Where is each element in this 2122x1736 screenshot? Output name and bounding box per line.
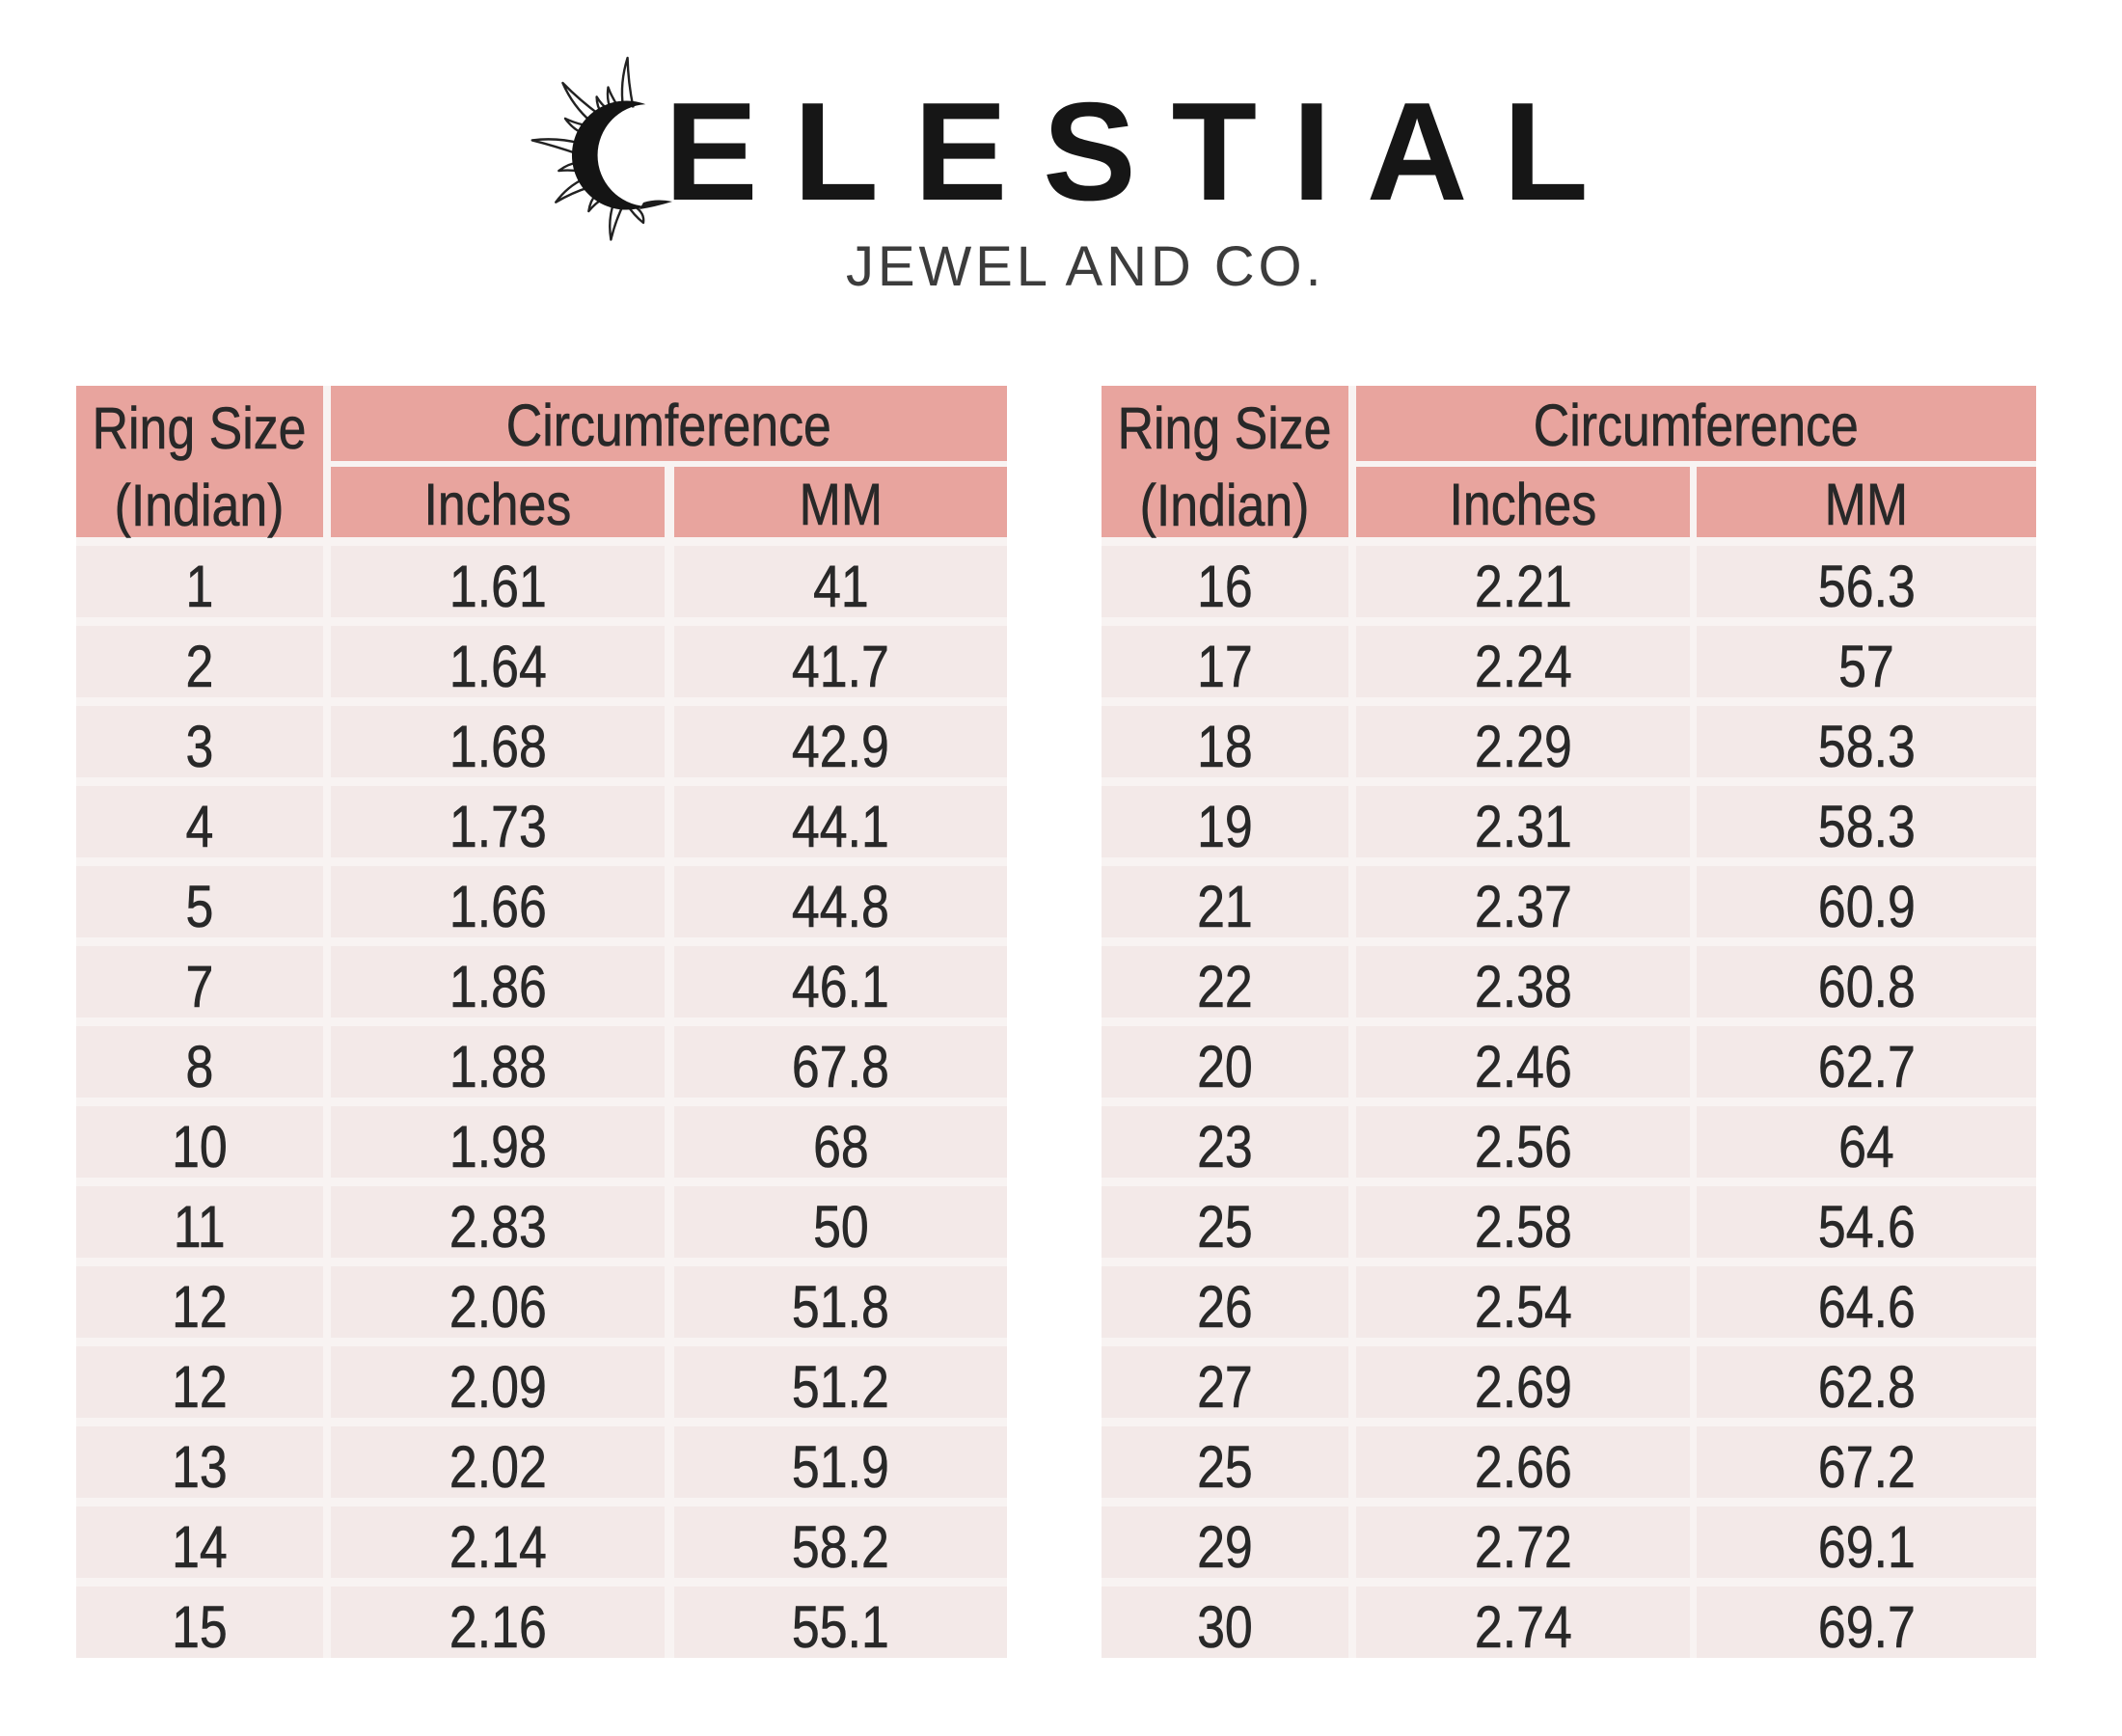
svg-text:JEWEL AND CO.: JEWEL AND CO.	[846, 235, 1325, 298]
svg-text:ELESTIAL: ELESTIAL	[665, 73, 1623, 230]
